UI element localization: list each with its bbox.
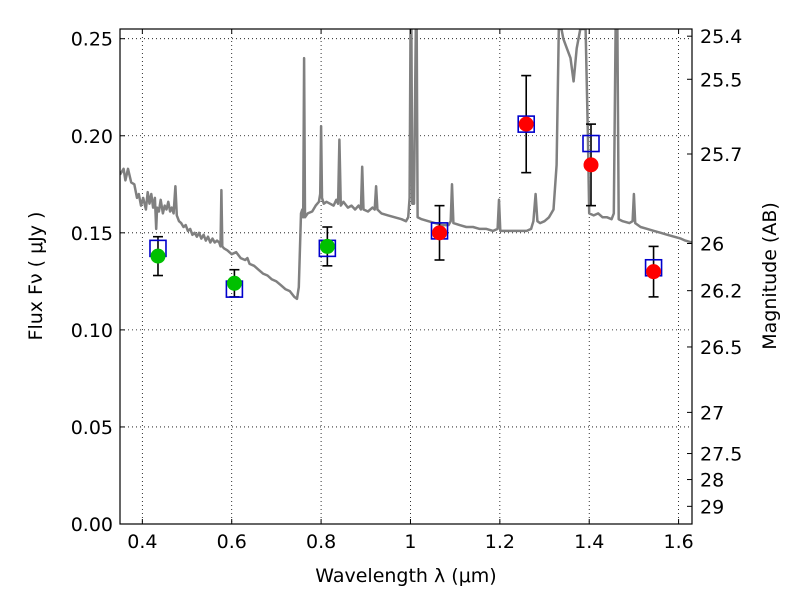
y-tick-label: 0.25 [71, 29, 113, 51]
right-tick-label: 25.4 [700, 26, 742, 48]
plot-frame [119, 28, 693, 525]
right-tick-label: 27 [700, 402, 724, 424]
x-tick-label: 1.2 [485, 531, 515, 553]
y-axis-title: Flux Fν ( μJy ) [25, 212, 47, 341]
x-tick-label: 0.8 [306, 531, 336, 553]
right-tick-label: 29 [700, 496, 724, 518]
x-tick-label: 1 [404, 531, 416, 553]
right-tick-label: 28 [700, 470, 724, 492]
plot-area [120, 29, 692, 301]
y-tick-label: 0.00 [71, 514, 113, 536]
red-data-point [518, 116, 534, 132]
right-tick-label: 26 [700, 234, 724, 256]
x-tick-label: 1.6 [663, 531, 693, 553]
red-data-point [432, 225, 448, 241]
x-tick-label: 0.4 [127, 531, 157, 553]
axis-ticks: 0.4 0.6 0.8 1 1.2 1.4 1.6 0.00 0.05 0.10 0.15 0.20 0… [71, 26, 743, 553]
model-square-marker [582, 134, 600, 153]
right-tick-label: 25.7 [700, 144, 742, 166]
green-data-point [226, 275, 242, 291]
red-data-point [583, 157, 599, 173]
right-tick-label: 26.5 [700, 337, 742, 359]
x-tick-label: 0.6 [217, 531, 247, 553]
right-tick-label: 27.5 [700, 444, 742, 466]
x-tick-label: 1.4 [574, 531, 604, 553]
model-square-marker [517, 115, 536, 133]
y-tick-label: 0.15 [71, 223, 113, 245]
green-data-point [319, 238, 335, 254]
x-axis-title: Wavelength λ (μm) [315, 565, 496, 587]
y-tick-label: 0.10 [71, 320, 113, 342]
red-data-point [646, 264, 662, 280]
right-tick-label: 25.5 [700, 69, 742, 91]
y-tick-label: 0.05 [71, 417, 113, 439]
y-tick-label: 0.20 [71, 126, 113, 148]
y-axis-right-title: Magnitude (AB) [759, 202, 781, 350]
green-data-point [150, 248, 166, 264]
right-tick-label: 26.2 [700, 281, 742, 303]
model-spectrum-line [120, 29, 692, 301]
